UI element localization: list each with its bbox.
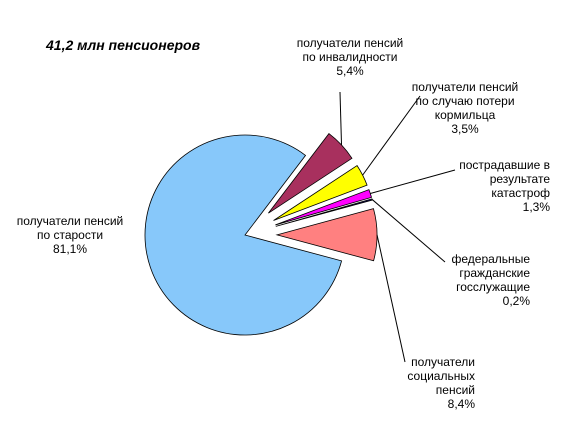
slice-label: получатели пенсий по случаю потери корми… bbox=[400, 80, 530, 136]
slice-label: пострадавшие в результате катастроф 1,3% bbox=[420, 158, 550, 214]
category-label: получатели социальных пенсий bbox=[407, 355, 475, 397]
category-label: пострадавшие в результате катастроф bbox=[459, 158, 550, 200]
value-label: 0,2% bbox=[502, 294, 530, 308]
value-label: 8,4% bbox=[447, 397, 475, 411]
pie-slice bbox=[275, 208, 378, 262]
leader-line bbox=[376, 234, 406, 363]
slice-label: получатели пенсий по старости 81,1% bbox=[10, 214, 130, 256]
value-label: 3,5% bbox=[451, 122, 479, 136]
value-label: 81,1% bbox=[52, 242, 88, 256]
leader-line bbox=[362, 95, 421, 176]
leader-line bbox=[370, 169, 456, 194]
leader-line bbox=[371, 199, 446, 263]
category-label: получатели пенсий по инвалидности bbox=[296, 36, 404, 64]
category-label: получатели пенсий по старости bbox=[16, 214, 124, 242]
value-label: 5,4% bbox=[336, 64, 364, 78]
slice-label: федеральные гражданские госслужащие 0,2% bbox=[400, 252, 531, 308]
chart-title: 41,2 млн пенсионеров bbox=[46, 37, 201, 53]
leader-line bbox=[339, 91, 343, 145]
category-label: федеральные гражданские госслужащие bbox=[451, 252, 531, 294]
slice-label: получатели социальных пенсий 8,4% bbox=[350, 355, 475, 411]
pie-slice bbox=[273, 165, 368, 221]
pie-slice bbox=[275, 189, 373, 226]
slice-label: получатели пенсий по инвалидности 5,4% bbox=[285, 36, 415, 78]
value-label: 1,3% bbox=[522, 200, 550, 214]
pie-slice bbox=[144, 134, 343, 336]
category-label: получатели пенсий по случаю потери корми… bbox=[411, 80, 519, 122]
pie-slice bbox=[268, 133, 353, 214]
